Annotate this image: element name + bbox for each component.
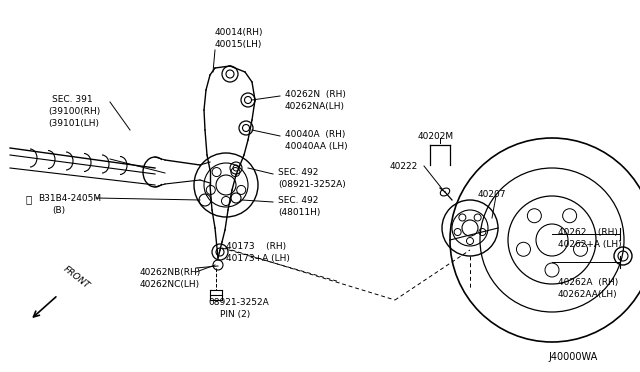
Text: 40262N  (RH): 40262N (RH) [285, 90, 346, 99]
Text: 40262A  (RH): 40262A (RH) [558, 278, 618, 287]
Text: FRONT: FRONT [62, 265, 92, 291]
Text: 40040A  (RH): 40040A (RH) [285, 130, 346, 139]
Text: PIN (2): PIN (2) [220, 310, 250, 319]
Text: 40173    (RH): 40173 (RH) [226, 242, 286, 251]
Text: 08921-3252A: 08921-3252A [208, 298, 269, 307]
Text: J40000WA: J40000WA [548, 352, 597, 362]
Text: SEC. 492: SEC. 492 [278, 196, 318, 205]
Text: 40015(LH): 40015(LH) [215, 40, 262, 49]
Text: SEC. 492: SEC. 492 [278, 168, 318, 177]
Text: 40173+A (LH): 40173+A (LH) [226, 254, 290, 263]
Text: (39100(RH): (39100(RH) [48, 107, 100, 116]
Text: 40262NA(LH): 40262NA(LH) [285, 102, 345, 111]
Text: (B): (B) [52, 206, 65, 215]
Text: (39101(LH): (39101(LH) [48, 119, 99, 128]
Text: 40262    (RH): 40262 (RH) [558, 228, 618, 237]
Text: 40040AA (LH): 40040AA (LH) [285, 142, 348, 151]
Text: (48011H): (48011H) [278, 208, 321, 217]
Text: 40262NB(RH): 40262NB(RH) [140, 268, 201, 277]
Text: B31B4-2405M: B31B4-2405M [38, 194, 101, 203]
Text: 40222: 40222 [390, 162, 419, 171]
Text: 40014(RH): 40014(RH) [215, 28, 264, 37]
Text: 40262+A (LH): 40262+A (LH) [558, 240, 621, 249]
Text: (08921-3252A): (08921-3252A) [278, 180, 346, 189]
Text: 40202M: 40202M [418, 132, 454, 141]
Text: SEC. 391: SEC. 391 [52, 95, 93, 104]
Text: 40207: 40207 [478, 190, 506, 199]
Text: 40262AA(LH): 40262AA(LH) [558, 290, 618, 299]
Text: Ⓑ: Ⓑ [26, 194, 32, 204]
Text: 40262NC(LH): 40262NC(LH) [140, 280, 200, 289]
